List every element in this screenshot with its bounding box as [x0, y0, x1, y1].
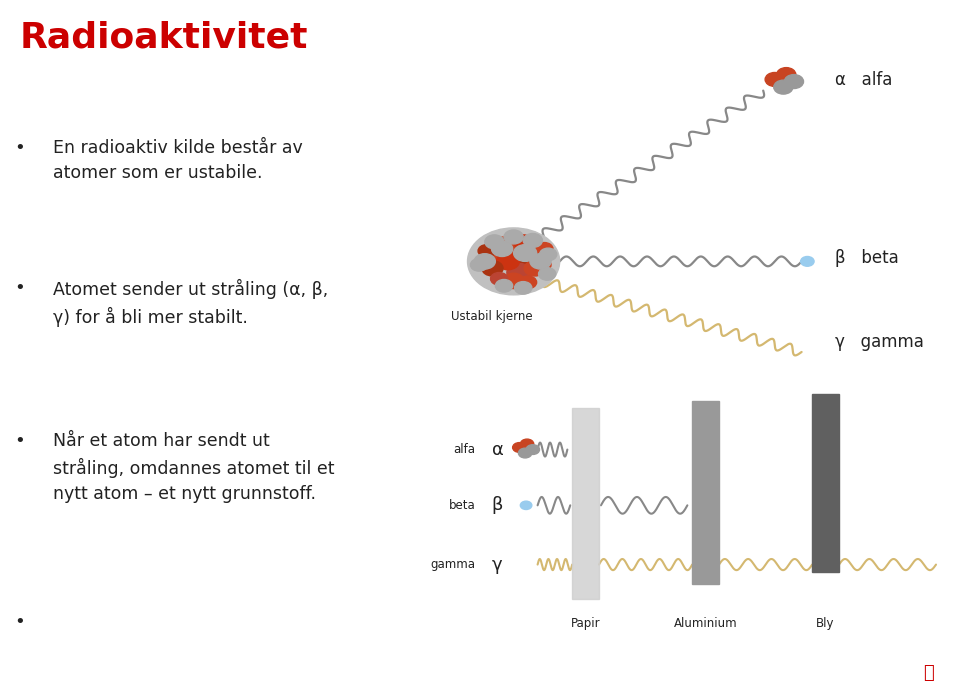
Circle shape: [468, 228, 560, 295]
Text: Atomet sender ut stråling (α, β,
γ) for å bli mer stabilt.: Atomet sender ut stråling (α, β, γ) for …: [53, 279, 328, 327]
Text: alfa: alfa: [453, 443, 475, 456]
Text: Radioaktivitet: Radioaktivitet: [19, 21, 308, 55]
Circle shape: [520, 439, 534, 449]
Text: α: α: [492, 441, 503, 459]
Bar: [692, 401, 719, 584]
Circle shape: [486, 248, 511, 266]
Circle shape: [491, 273, 508, 285]
Circle shape: [530, 254, 551, 269]
Text: α   alfa: α alfa: [835, 71, 893, 89]
Circle shape: [474, 254, 495, 269]
Circle shape: [523, 233, 542, 247]
Circle shape: [526, 445, 540, 454]
Circle shape: [518, 448, 532, 458]
Circle shape: [514, 245, 537, 261]
Text: •: •: [14, 432, 25, 450]
Circle shape: [504, 230, 523, 244]
Circle shape: [534, 259, 551, 271]
Text: Bly: Bly: [816, 617, 835, 630]
Text: Papir: Papir: [571, 617, 600, 630]
Text: Når et atom har sendt ut
stråling, omdannes atomet til et
nytt atom – et nytt gr: Når et atom har sendt ut stråling, omdan…: [53, 432, 334, 503]
Text: β: β: [492, 496, 503, 514]
Circle shape: [478, 245, 495, 257]
Circle shape: [496, 253, 519, 270]
Circle shape: [540, 248, 557, 261]
Circle shape: [470, 259, 488, 271]
Circle shape: [485, 235, 504, 249]
Circle shape: [536, 243, 553, 255]
Text: γ: γ: [492, 556, 502, 574]
Circle shape: [500, 239, 527, 259]
Circle shape: [503, 273, 524, 289]
Text: gamma: gamma: [430, 558, 475, 571]
Circle shape: [777, 68, 796, 82]
Text: En radioaktiv kilde består av
atomer som er ustabile.: En radioaktiv kilde består av atomer som…: [53, 139, 302, 183]
Text: beta: beta: [448, 499, 475, 512]
Bar: [572, 408, 599, 599]
Text: γ   gamma: γ gamma: [835, 332, 924, 351]
Circle shape: [539, 268, 556, 280]
Circle shape: [519, 276, 537, 289]
Text: Ustabil kjerne: Ustabil kjerne: [451, 310, 533, 323]
Text: •: •: [14, 279, 25, 297]
Circle shape: [516, 250, 541, 268]
Text: •: •: [14, 139, 25, 158]
Circle shape: [515, 282, 532, 294]
Circle shape: [495, 279, 513, 292]
Circle shape: [524, 261, 545, 276]
Circle shape: [507, 263, 532, 282]
Text: β   beta: β beta: [835, 249, 899, 267]
Circle shape: [784, 75, 804, 89]
Circle shape: [494, 237, 514, 251]
Text: •: •: [14, 613, 25, 631]
Bar: [812, 394, 839, 572]
Circle shape: [513, 443, 526, 452]
Circle shape: [529, 246, 548, 260]
Text: ⌖: ⌖: [923, 664, 934, 682]
Circle shape: [514, 235, 533, 249]
Circle shape: [801, 256, 814, 266]
Circle shape: [765, 72, 784, 86]
Circle shape: [482, 261, 503, 276]
Circle shape: [520, 501, 532, 510]
Circle shape: [774, 80, 793, 94]
Circle shape: [492, 241, 513, 256]
Text: Aluminium: Aluminium: [674, 617, 737, 630]
